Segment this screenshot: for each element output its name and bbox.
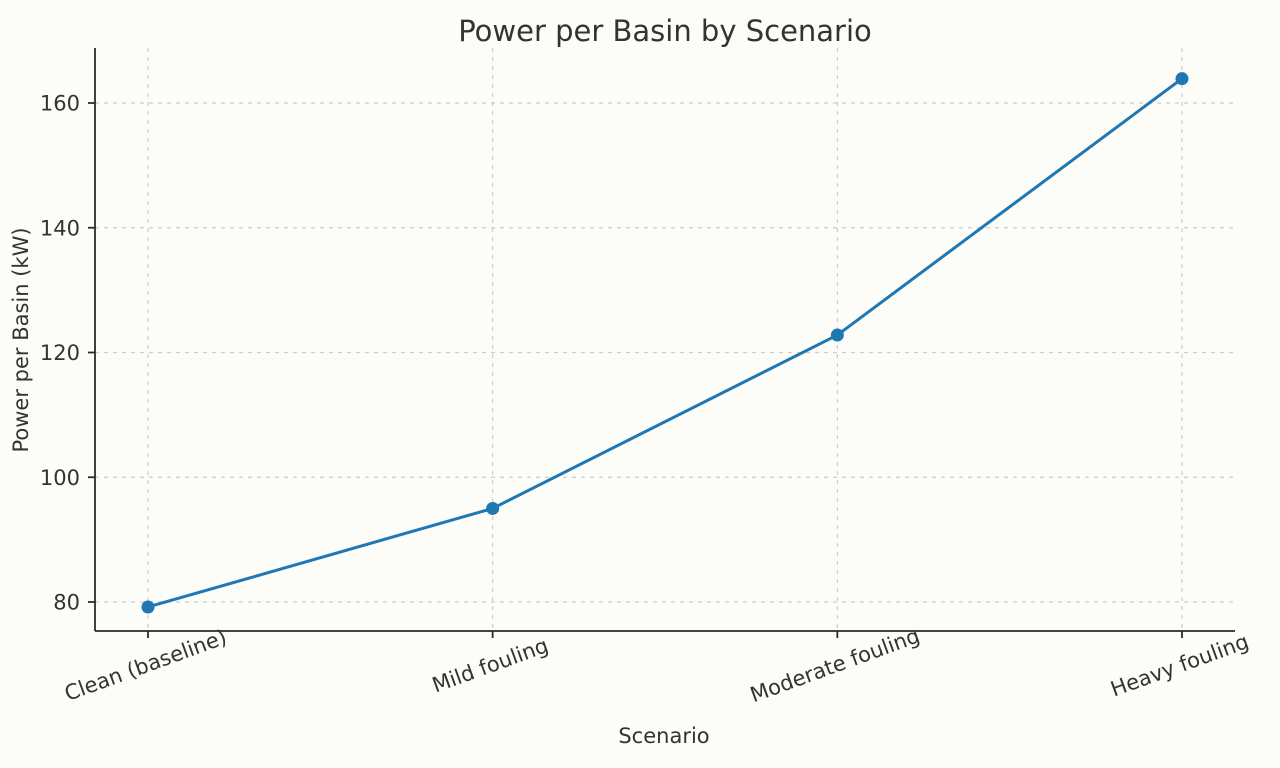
y-tick-label: 120	[40, 341, 80, 365]
y-tick-label: 140	[40, 216, 80, 240]
data-point-marker	[830, 328, 844, 342]
grid-layer	[95, 48, 1235, 631]
y-tick-label: 160	[40, 92, 80, 116]
x-axis-label: Scenario	[618, 724, 709, 748]
y-tick-label: 80	[53, 591, 80, 615]
y-axis-label: Power per Basin (kW)	[9, 227, 33, 452]
data-point-marker	[486, 501, 500, 515]
data-point-marker	[141, 600, 155, 614]
data-series-layer	[141, 72, 1189, 614]
y-tick-label: 100	[40, 466, 80, 490]
chart-title: Power per Basin by Scenario	[458, 14, 872, 48]
power-line-series	[146, 77, 1184, 609]
axis-layer	[88, 48, 1235, 638]
data-point-marker	[1175, 72, 1189, 86]
